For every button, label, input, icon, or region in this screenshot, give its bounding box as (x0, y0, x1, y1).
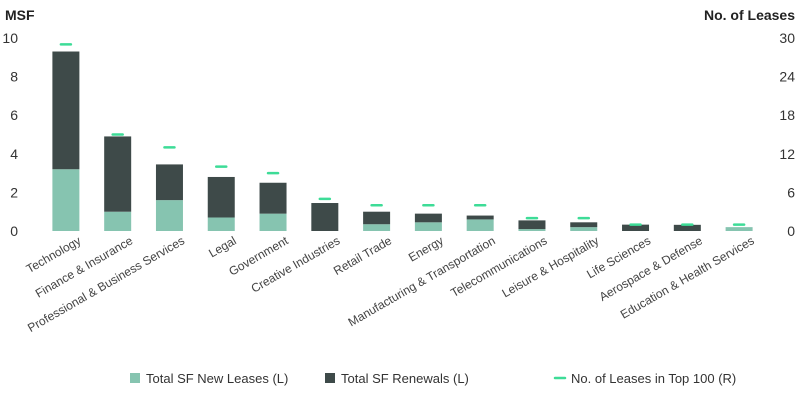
y-left-tick-4: 8 (10, 69, 18, 85)
y-axis-left-ticks: 0 2 4 6 8 10 (2, 30, 18, 239)
bar-renewals-2 (155, 164, 183, 201)
legend-label-0: Total SF New Leases (L) (146, 371, 288, 386)
bar-renewals-7 (414, 213, 442, 223)
category-label-6: Retail Trade (331, 233, 394, 278)
y-left-tick-3: 6 (10, 107, 18, 123)
bar-new-leases-0 (52, 169, 80, 231)
y-left-tick-2: 4 (10, 146, 18, 162)
bar-renewals-1 (104, 136, 132, 212)
bar-renewals-0 (52, 51, 80, 170)
y-right-tick-5: 30 (779, 30, 795, 46)
bars (52, 51, 753, 231)
y-right-tick-1: 6 (787, 184, 795, 200)
y-right-tick-4: 24 (779, 69, 795, 85)
y-right-tick-3: 18 (779, 107, 795, 123)
bar-new-leases-13 (725, 227, 753, 231)
bar-renewals-8 (466, 215, 494, 220)
y-left-tick-5: 10 (2, 30, 18, 46)
bar-renewals-10 (570, 222, 598, 228)
legend: Total SF New Leases (L) Total SF Renewals… (130, 371, 736, 386)
bar-renewals-3 (207, 176, 235, 218)
bar-new-leases-8 (466, 219, 494, 231)
bar-new-leases-3 (207, 217, 235, 231)
category-label-10: Leisure & Hospitality (500, 233, 602, 300)
bar-renewals-6 (363, 211, 391, 225)
category-label-7: Energy (406, 233, 446, 264)
bar-new-leases-1 (104, 211, 132, 231)
category-label-9: Telecommunications (448, 233, 549, 299)
bar-renewals-4 (259, 182, 287, 214)
bar-new-leases-2 (155, 200, 183, 231)
bar-renewals-9 (518, 220, 546, 230)
bar-new-leases-9 (518, 229, 546, 231)
y-axis-right-label: No. of Leases (704, 7, 795, 23)
bar-new-leases-4 (259, 213, 287, 231)
bar-new-leases-7 (414, 222, 442, 231)
y-axis-left-label: MSF (5, 7, 35, 23)
legend-swatch-1 (325, 373, 335, 383)
y-left-tick-0: 0 (10, 223, 18, 239)
y-left-tick-1: 2 (10, 184, 18, 200)
bar-renewals-11 (622, 224, 650, 231)
category-label-3: Legal (206, 233, 238, 260)
category-label-5: Creative Industries (249, 233, 343, 295)
bar-new-leases-10 (570, 227, 598, 231)
y-right-tick-0: 0 (787, 223, 795, 239)
bar-renewals-12 (673, 224, 701, 231)
legend-label-2: No. of Leases in Top 100 (R) (571, 371, 736, 386)
bar-renewals-5 (311, 203, 339, 231)
lease-count-markers (59, 43, 746, 226)
y-axis-right-ticks: 0 6 12 18 24 30 (779, 30, 795, 239)
bar-new-leases-6 (363, 224, 391, 231)
legend-swatch-0 (130, 373, 140, 383)
legend-label-1: Total SF Renewals (L) (341, 371, 469, 386)
y-right-tick-2: 12 (779, 146, 795, 162)
